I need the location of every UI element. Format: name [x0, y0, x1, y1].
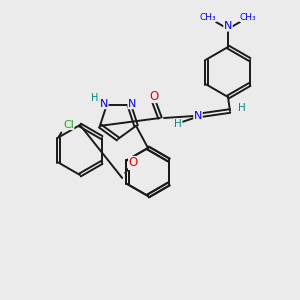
Text: O: O — [129, 157, 138, 169]
Text: H: H — [91, 93, 98, 103]
Text: CH₃: CH₃ — [240, 13, 256, 22]
Text: N: N — [224, 21, 232, 31]
Text: CH₃: CH₃ — [200, 13, 216, 22]
Text: H: H — [174, 119, 182, 129]
Text: N: N — [100, 99, 108, 109]
Text: O: O — [149, 89, 159, 103]
Text: N: N — [194, 111, 202, 121]
Text: H: H — [238, 103, 246, 113]
Text: N: N — [128, 99, 136, 109]
Text: Cl: Cl — [63, 119, 74, 130]
